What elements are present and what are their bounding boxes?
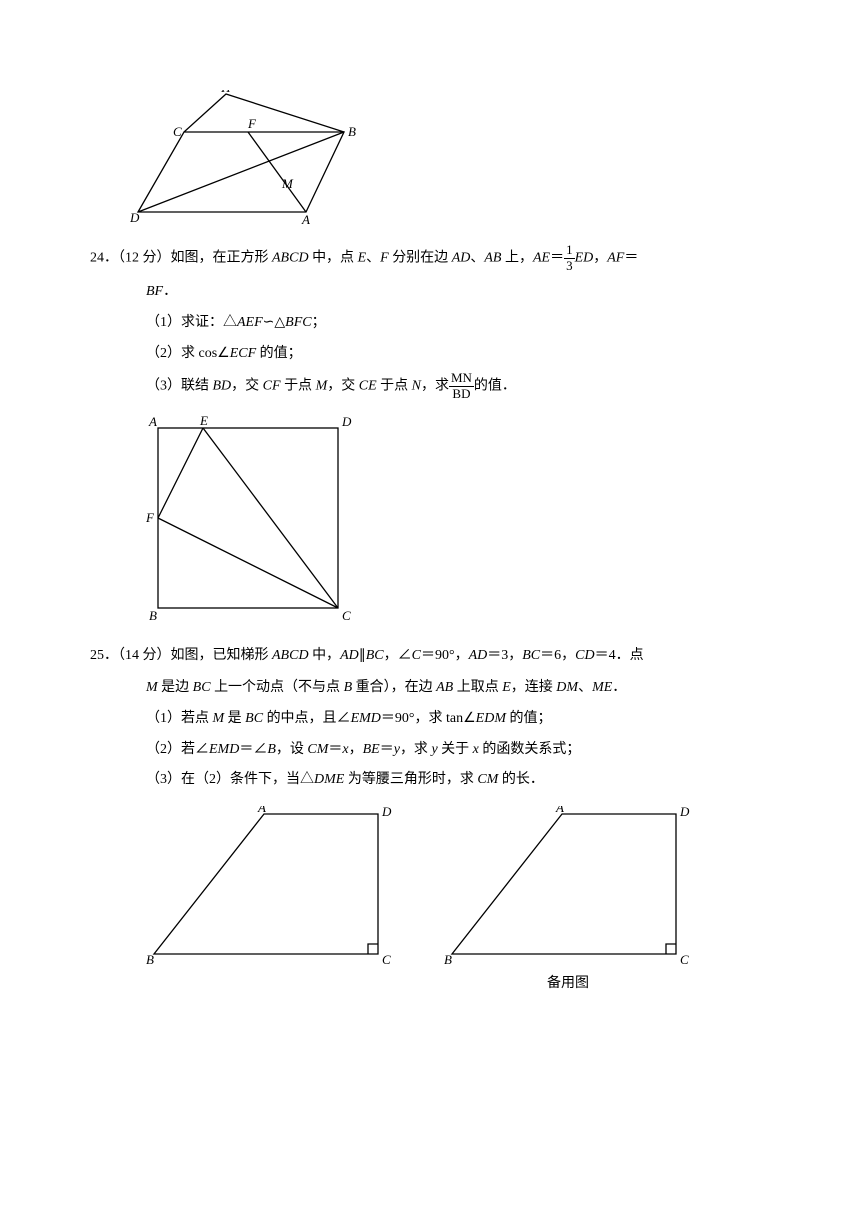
label-M: M	[281, 176, 294, 191]
svg-text:B: B	[146, 952, 154, 967]
figure-25-spare: A D B C	[444, 806, 692, 968]
p24-q1: （1）求证：△AEF∽△BFC；	[146, 310, 800, 337]
p25-q2: （2）若∠EMD＝∠B，设 CM＝x，BE＝y，求 y 关于 x 的函数关系式；	[146, 737, 800, 764]
label-A: A	[301, 212, 310, 224]
label-B: B	[348, 124, 356, 139]
p24-q2: （2）求 cos∠ECF 的值；	[146, 341, 800, 368]
problem-25: 25．（14 分）如图，已知梯形 ABCD 中，AD∥BC，∠C＝90°，AD＝…	[90, 643, 800, 998]
svg-text:D: D	[679, 806, 690, 819]
problem-number: 25．	[90, 648, 118, 663]
label-B: B	[149, 608, 157, 623]
label-C: C	[342, 608, 351, 623]
svg-text:C: C	[382, 952, 391, 967]
fraction-1-3: 13	[564, 243, 575, 274]
label-A: A	[148, 416, 157, 429]
figure-23: H C F B M D A	[130, 90, 800, 235]
p24-q3: （3）联结 BD，交 CF 于点 M，交 CE 于点 N，求MNBD的值．	[146, 371, 800, 402]
figure-25-row: A D B C A D B C 备用图	[146, 806, 800, 998]
points: （14 分）	[118, 648, 171, 663]
spare-caption: 备用图	[547, 971, 589, 998]
svg-text:A: A	[257, 806, 266, 815]
p25-q1: （1）若点 M 是 BC 的中点，且∠EMD＝90°，求 tan∠EDM 的值；	[146, 706, 800, 733]
svg-text:B: B	[444, 952, 452, 967]
label-F: F	[247, 116, 257, 131]
svg-text:A: A	[555, 806, 564, 815]
label-D: D	[341, 416, 352, 429]
figure-25-main: A D B C	[146, 806, 394, 968]
problem-number: 24．	[90, 250, 118, 265]
svg-text:C: C	[680, 952, 689, 967]
label-C: C	[173, 124, 182, 139]
problem-24: 24．（12 分）如图，在正方形 ABCD 中，点 E、F 分别在边 AD、AB…	[90, 243, 800, 637]
points: （12 分）	[118, 250, 171, 265]
label-E: E	[199, 416, 208, 428]
p25-q3: （3）在（2）条件下，当△DME 为等腰三角形时，求 CM 的长．	[146, 767, 800, 794]
label-H: H	[220, 90, 231, 95]
svg-text:D: D	[381, 806, 392, 819]
figure-24: A E D F B C	[146, 416, 800, 637]
fraction-mn-bd: MNBD	[449, 371, 474, 402]
label-F: F	[146, 510, 155, 525]
label-D: D	[130, 210, 140, 224]
